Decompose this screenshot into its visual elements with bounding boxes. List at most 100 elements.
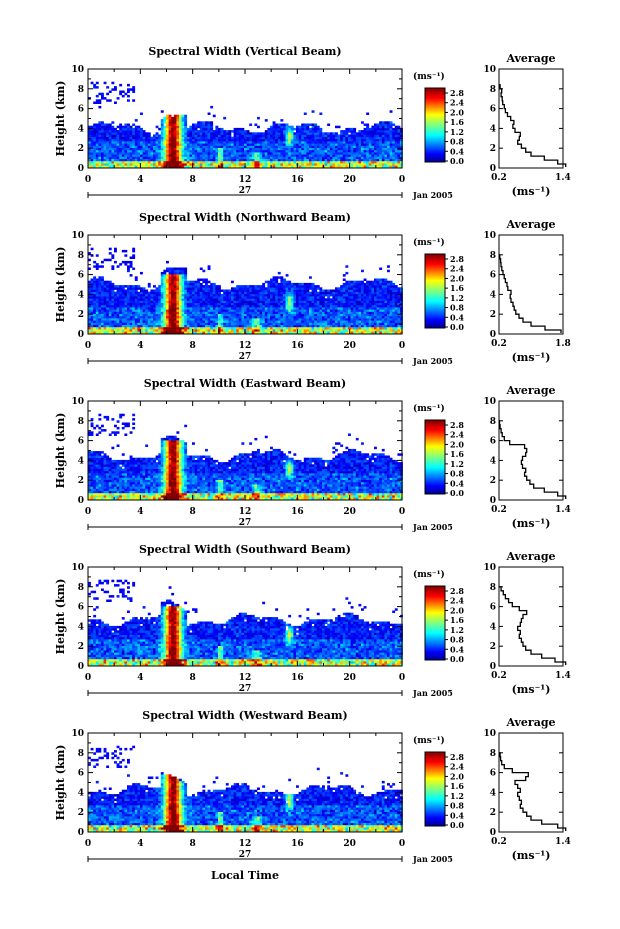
y-tick-label: 6 bbox=[78, 437, 84, 447]
colorbar-tick-label: 2.0 bbox=[450, 439, 464, 449]
average-y-tick-label: 10 bbox=[483, 563, 496, 573]
colorbar-tick-label: 0.4 bbox=[450, 644, 464, 654]
average-x-axis-label: (ms⁻¹) bbox=[512, 517, 551, 530]
average-profile-line bbox=[499, 586, 567, 665]
y-tick-label: 2 bbox=[78, 310, 84, 320]
y-tick-label: 0 bbox=[78, 828, 84, 838]
average-y-tick-label: 10 bbox=[483, 231, 496, 241]
average-frame bbox=[498, 234, 564, 335]
panel-title: Spectral Width (Southward Beam) bbox=[139, 543, 351, 556]
y-tick-label: 6 bbox=[78, 769, 84, 779]
x-tick-label: 12 bbox=[239, 839, 252, 849]
average-y-tick-label: 0 bbox=[490, 330, 496, 340]
colorbar-tick-label: 0.8 bbox=[450, 303, 464, 313]
y-tick-label: 10 bbox=[71, 397, 84, 407]
panel-4: Spectral Width (Southward Beam) 0 2 4 6 8 10 He… bbox=[54, 543, 571, 698]
x-tick-label: 0 bbox=[85, 673, 91, 683]
x-tick-label: 0 bbox=[85, 175, 91, 185]
average-y-tick-label: 6 bbox=[490, 271, 496, 281]
panel-title: Spectral Width (Westward Beam) bbox=[142, 709, 347, 722]
average-y-tick-label: 2 bbox=[490, 642, 496, 652]
colorbar bbox=[424, 253, 446, 329]
y-tick-label: 10 bbox=[71, 563, 84, 573]
colorbar-tick-label: 1.2 bbox=[450, 625, 464, 635]
y-tick-label: 2 bbox=[78, 808, 84, 818]
colorbar bbox=[424, 585, 446, 661]
panel-2: Spectral Width (Northward Beam) 0 2 4 6 8 10 He… bbox=[54, 211, 571, 366]
average-y-tick-label: 8 bbox=[490, 749, 496, 759]
date-day-label: 27 bbox=[239, 186, 252, 196]
x-tick-label: 0 bbox=[399, 507, 405, 517]
x-tick-label: 0 bbox=[85, 507, 91, 517]
date-day-label: 27 bbox=[239, 518, 252, 528]
average-y-tick-label: 8 bbox=[490, 251, 496, 261]
colorbar-tick-label: 0.0 bbox=[450, 156, 464, 166]
x-tick-label: 20 bbox=[343, 673, 356, 683]
average-y-tick-label: 2 bbox=[490, 476, 496, 486]
colorbar-unit: (ms⁻¹) bbox=[413, 569, 445, 580]
y-tick-label: 6 bbox=[78, 271, 84, 281]
x-tick-label: 12 bbox=[239, 341, 252, 351]
date-day-label: 27 bbox=[239, 352, 252, 362]
y-tick-label: 2 bbox=[78, 144, 84, 154]
heatmap bbox=[88, 745, 403, 832]
x-tick-label: 0 bbox=[85, 341, 91, 351]
y-tick-label: 4 bbox=[78, 622, 84, 632]
y-axis-label: Height (km) bbox=[54, 81, 67, 157]
average-profile-line bbox=[499, 84, 567, 167]
colorbar-unit: (ms⁻¹) bbox=[413, 735, 445, 746]
colorbar-tick-label: 0.8 bbox=[450, 137, 464, 147]
colorbar-tick-label: 2.4 bbox=[450, 264, 464, 274]
colorbar-tick-label: 0.8 bbox=[450, 469, 464, 479]
x-tick-label: 16 bbox=[291, 341, 304, 351]
average-y-tick-label: 2 bbox=[490, 144, 496, 154]
date-month-label: Jan 2005 bbox=[412, 688, 453, 698]
average-x-axis-label: (ms⁻¹) bbox=[512, 849, 551, 862]
y-tick-label: 2 bbox=[78, 476, 84, 486]
average-x-axis-label: (ms⁻¹) bbox=[512, 185, 551, 198]
panel-title: Spectral Width (Vertical Beam) bbox=[148, 45, 341, 58]
panel-3: Spectral Width (Eastward Beam) 0 2 4 6 8 10 Hei… bbox=[54, 377, 571, 532]
average-x-axis-label: (ms⁻¹) bbox=[512, 351, 551, 364]
average-y-tick-label: 6 bbox=[490, 437, 496, 447]
colorbar-tick-label: 0.4 bbox=[450, 810, 464, 820]
date-month-label: Jan 2005 bbox=[412, 854, 453, 864]
average-frame bbox=[498, 732, 564, 833]
average-y-tick-label: 4 bbox=[490, 788, 496, 798]
average-y-tick-label: 10 bbox=[483, 65, 496, 75]
colorbar-tick-label: 0.8 bbox=[450, 635, 464, 645]
average-y-tick-label: 8 bbox=[490, 583, 496, 593]
x-tick-label: 8 bbox=[190, 673, 196, 683]
y-tick-label: 2 bbox=[78, 642, 84, 652]
y-tick-label: 8 bbox=[78, 251, 84, 261]
average-profile-line bbox=[499, 254, 562, 333]
colorbar-tick-label: 2.8 bbox=[450, 420, 464, 430]
x-tick-label: 0 bbox=[399, 341, 405, 351]
average-x-tick-label: 1.8 bbox=[555, 339, 571, 349]
panel-1: Spectral Width (Vertical Beam) 0 2 4 6 8 10 Hei… bbox=[54, 45, 571, 200]
colorbar bbox=[424, 419, 446, 495]
y-axis-label: Height (km) bbox=[54, 579, 67, 655]
x-tick-label: 20 bbox=[343, 175, 356, 185]
average-y-tick-label: 2 bbox=[490, 310, 496, 320]
x-tick-label: 4 bbox=[137, 839, 143, 849]
y-tick-label: 10 bbox=[71, 729, 84, 739]
y-tick-label: 4 bbox=[78, 124, 84, 134]
x-tick-label: 20 bbox=[343, 507, 356, 517]
x-tick-label: 0 bbox=[399, 673, 405, 683]
average-x-tick-label: 1.4 bbox=[555, 173, 571, 183]
date-month-label: Jan 2005 bbox=[412, 190, 453, 200]
x-tick-label: 0 bbox=[85, 839, 91, 849]
colorbar-tick-label: 0.4 bbox=[450, 312, 464, 322]
x-tick-label: 16 bbox=[291, 507, 304, 517]
average-y-tick-label: 6 bbox=[490, 769, 496, 779]
x-tick-label: 20 bbox=[343, 341, 356, 351]
heatmap bbox=[88, 413, 403, 500]
x-tick-label: 0 bbox=[399, 839, 405, 849]
x-tick-label: 8 bbox=[190, 341, 196, 351]
colorbar-tick-label: 2.4 bbox=[450, 762, 464, 772]
x-tick-label: 12 bbox=[239, 175, 252, 185]
y-tick-label: 8 bbox=[78, 417, 84, 427]
panel-title: Spectral Width (Eastward Beam) bbox=[144, 377, 346, 390]
colorbar-tick-label: 2.0 bbox=[450, 273, 464, 283]
